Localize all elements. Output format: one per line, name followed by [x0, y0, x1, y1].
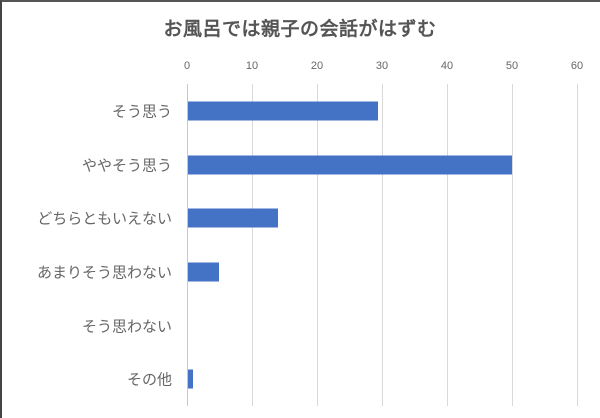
gridline [512, 84, 513, 406]
category-label: ややそう思う [81, 156, 172, 174]
category-label: どちらともいえない [37, 209, 172, 228]
bar [188, 101, 379, 121]
x-tick-label: 50 [505, 60, 519, 72]
category-label: あまりそう思わない [36, 263, 172, 282]
bar [188, 208, 278, 228]
category-label: その他 [126, 370, 172, 389]
gridline [447, 84, 448, 406]
bar [188, 262, 219, 282]
x-tick-label: 0 [183, 60, 191, 72]
x-tick-label: 10 [245, 60, 259, 72]
bar [188, 369, 193, 389]
category-label: そう思わない [81, 317, 172, 335]
x-tick-label: 30 [375, 60, 389, 72]
gridline [382, 84, 383, 406]
category-label: そう思う [111, 102, 172, 121]
gridline [317, 84, 318, 406]
x-tick-label: 60 [570, 60, 584, 72]
bar [188, 155, 512, 174]
gridline [577, 84, 578, 406]
chart-title: お風呂では親子の会話がはずむ [163, 18, 437, 40]
gridline [252, 84, 253, 406]
value-axis-line [187, 84, 188, 406]
x-tick-label: 40 [440, 60, 454, 72]
x-tick-label: 20 [310, 60, 324, 72]
